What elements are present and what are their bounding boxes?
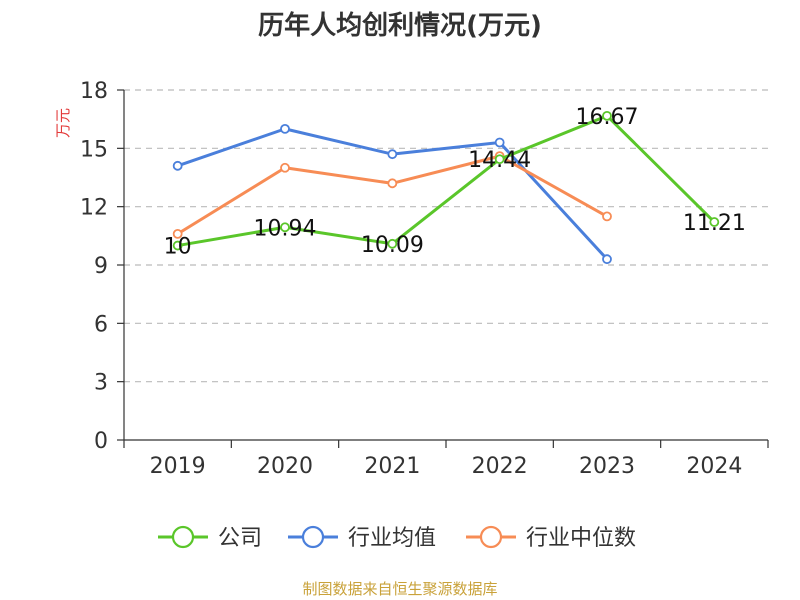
y-axis-label: 万元 xyxy=(54,108,72,138)
data-point xyxy=(387,238,398,249)
legend-marker xyxy=(301,525,325,549)
legend-marker xyxy=(479,525,503,549)
data-point xyxy=(602,254,612,265)
data-point xyxy=(387,149,398,160)
data-point xyxy=(280,162,290,173)
data-point xyxy=(280,222,290,233)
data-label: 16.67 xyxy=(576,105,639,130)
data-label: 10 xyxy=(164,235,192,260)
data-point xyxy=(172,228,183,239)
data-label: 10.09 xyxy=(361,233,424,258)
series-line-0 xyxy=(177,114,716,248)
series-line-2 xyxy=(176,154,608,236)
legend-marker xyxy=(171,525,195,549)
data-point xyxy=(172,240,183,251)
data-point xyxy=(494,137,505,148)
source-note: 制图数据来自恒生聚源数据库 xyxy=(302,580,498,598)
data-point xyxy=(172,160,183,171)
legend-label: 公司 xyxy=(218,526,262,551)
data-point xyxy=(602,110,612,121)
data-point xyxy=(494,154,505,165)
data-point xyxy=(280,123,290,134)
y-tick-label: 18 xyxy=(80,79,108,104)
y-tick-label: 6 xyxy=(94,312,108,337)
y-tick-label: 0 xyxy=(94,429,108,454)
data-point xyxy=(387,178,398,189)
x-tick-label: 2022 xyxy=(472,454,528,479)
x-tick-label: 2019 xyxy=(150,454,206,479)
data-label: 10.94 xyxy=(254,216,317,241)
data-point xyxy=(602,211,612,222)
y-tick-label: 12 xyxy=(80,196,108,221)
x-tick-label: 2023 xyxy=(579,454,635,479)
y-tick-label: 3 xyxy=(94,371,108,396)
legend-label: 行业均值 xyxy=(348,526,436,551)
x-tick-label: 2020 xyxy=(257,454,313,479)
data-label: 14.44 xyxy=(468,148,531,173)
x-tick-label: 2024 xyxy=(686,454,742,479)
legend-label: 行业中位数 xyxy=(526,526,636,551)
chart-title: 历年人均创利情况(万元) xyxy=(258,11,542,41)
data-label: 11.21 xyxy=(683,211,746,236)
data-point xyxy=(709,217,720,227)
y-tick-label: 9 xyxy=(94,254,108,279)
x-tick-label: 2021 xyxy=(364,454,420,479)
y-tick-label: 15 xyxy=(80,137,108,162)
